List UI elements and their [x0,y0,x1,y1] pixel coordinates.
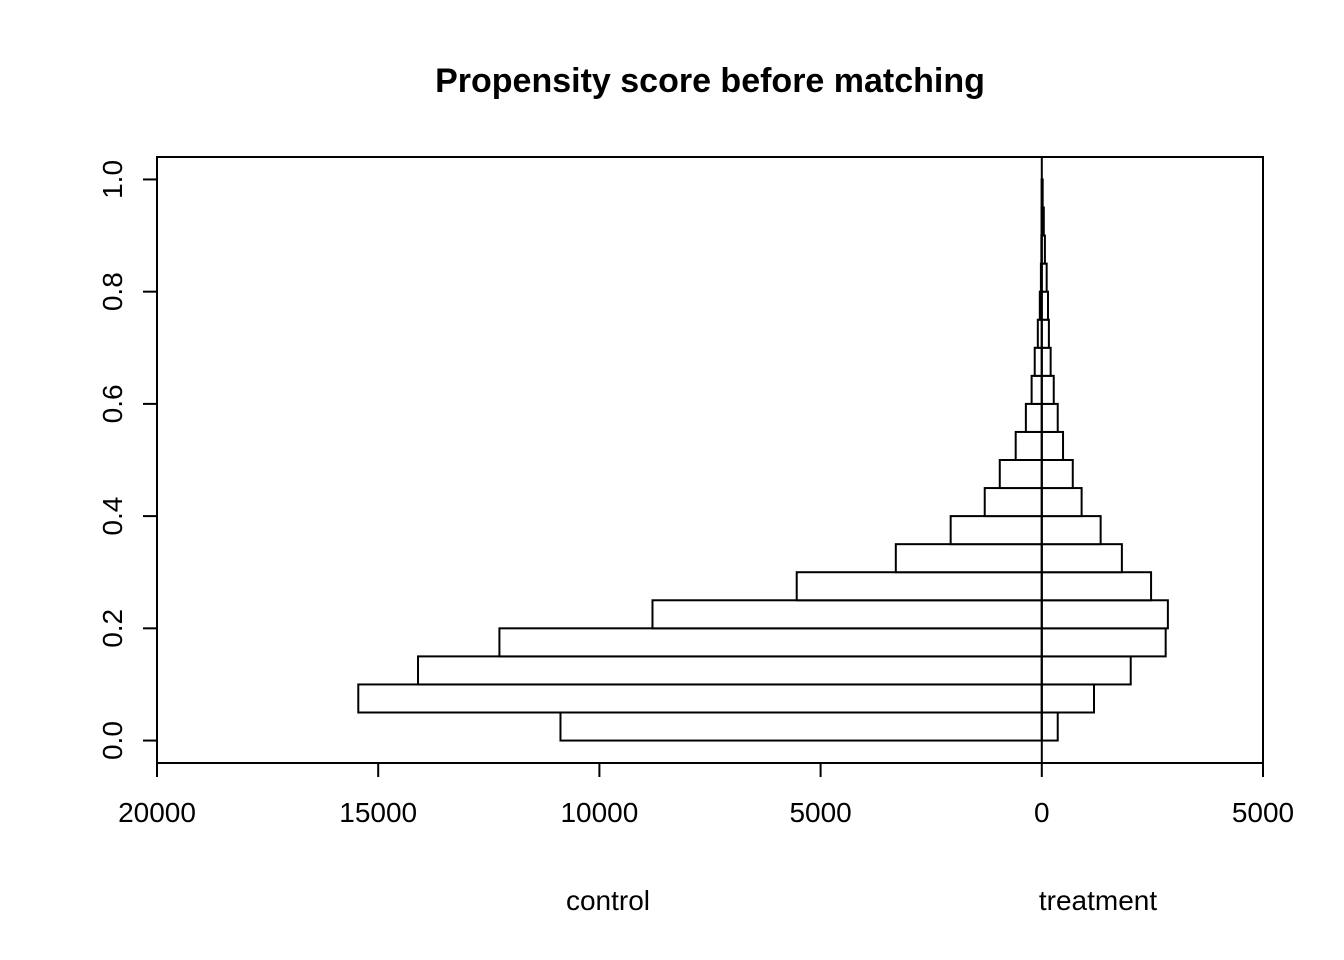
y-tick-label: 0.4 [97,497,128,536]
bar [1040,599,1169,630]
bar [1040,318,1050,349]
y-tick-label: 0.0 [97,721,128,760]
bar [1024,402,1043,433]
bar [1040,374,1055,405]
legend-label: treatment [1039,885,1157,916]
bar [1040,655,1132,686]
legend-label: control [566,885,650,916]
x-tick-label: 20000 [118,797,196,828]
bar [651,599,1043,630]
bar [1040,346,1052,377]
bar [949,515,1043,546]
bar [1030,374,1043,405]
bar [1040,487,1083,518]
bar [1014,430,1043,462]
bar [1040,683,1096,714]
plot-frame [156,156,1264,764]
bar [498,627,1043,658]
bar [1040,627,1167,658]
bar [998,459,1043,490]
x-tick-label: 15000 [339,797,417,828]
bar [1040,543,1123,574]
bar [795,571,1043,602]
chart-title: Propensity score before matching [435,62,985,100]
x-tick-label: 10000 [560,797,638,828]
y-tick-label: 1.0 [97,160,128,199]
bar [1033,346,1043,377]
bar [983,487,1043,518]
bar [1040,402,1059,433]
y-tick-label: 0.2 [97,609,128,648]
x-tick-label: 5000 [1232,797,1294,828]
bar [417,655,1043,686]
bar [1040,571,1153,602]
bar [1040,711,1059,742]
bar [894,543,1043,574]
x-tick-label: 5000 [789,797,851,828]
bar [559,711,1043,742]
y-tick-label: 0.6 [97,384,128,423]
bar [1040,459,1074,490]
x-tick-label: 0 [1034,797,1050,828]
bar [357,683,1043,714]
bar [1040,430,1065,462]
bar [1040,515,1102,546]
y-tick-label: 0.8 [97,272,128,311]
